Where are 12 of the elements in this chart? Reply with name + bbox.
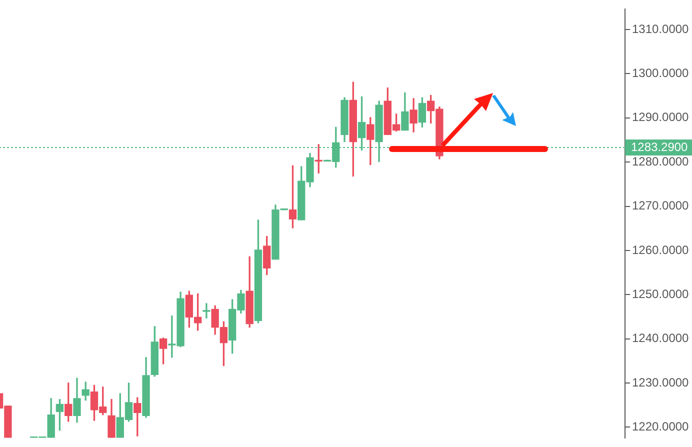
y-tick-label: 1240.0000 bbox=[632, 331, 690, 346]
candlestick bbox=[202, 303, 210, 318]
y-tick-label: 1260.0000 bbox=[632, 242, 690, 257]
y-tick-label: 1250.0000 bbox=[632, 286, 690, 301]
ref-line-label: 1283.2900 bbox=[631, 140, 688, 154]
y-tick-label: 1230.0000 bbox=[632, 375, 690, 390]
y-tick-label: 1270.0000 bbox=[632, 198, 690, 213]
y-tick-label: 1310.0000 bbox=[632, 22, 690, 36]
y-tick-label: 1220.0000 bbox=[632, 420, 690, 434]
y-tick-label: 1300.0000 bbox=[632, 66, 690, 80]
y-tick-label: 1290.0000 bbox=[632, 110, 690, 124]
y-tick-label: 1280.0000 bbox=[632, 154, 690, 168]
